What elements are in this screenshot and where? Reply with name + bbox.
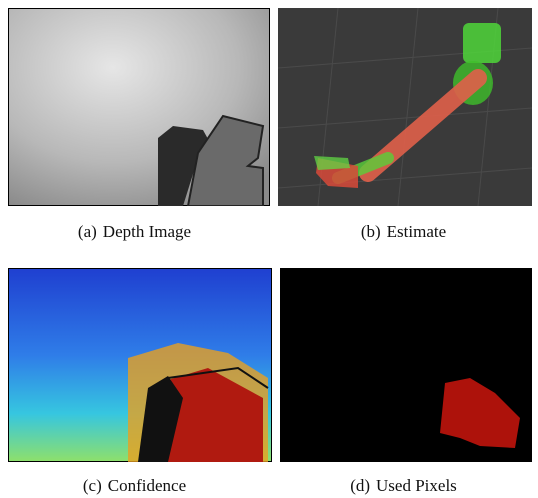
- subfigure-caption: Depth Image: [103, 222, 191, 241]
- subfigure-label: (d): [350, 476, 370, 495]
- subfigure-label: (a): [78, 222, 97, 241]
- estimate-render: [278, 8, 532, 206]
- caption: (b) Estimate: [269, 222, 538, 242]
- caption: (a) Depth Image: [0, 222, 269, 242]
- subfigure-caption: Used Pixels: [376, 476, 457, 495]
- used-pixels: [280, 268, 532, 462]
- caption: (d) Used Pixels: [269, 476, 538, 496]
- subfigure-caption: Confidence: [108, 476, 186, 495]
- subfigure-label: (b): [361, 222, 381, 241]
- confidence-map: [8, 268, 272, 462]
- subfigure-caption: Estimate: [387, 222, 446, 241]
- caption: (c) Confidence: [0, 476, 269, 496]
- subfigure-label: (c): [83, 476, 102, 495]
- figure: (a) Depth Image (b) Estimate (c) Confidence…: [0, 0, 538, 498]
- depth-image: [8, 8, 270, 206]
